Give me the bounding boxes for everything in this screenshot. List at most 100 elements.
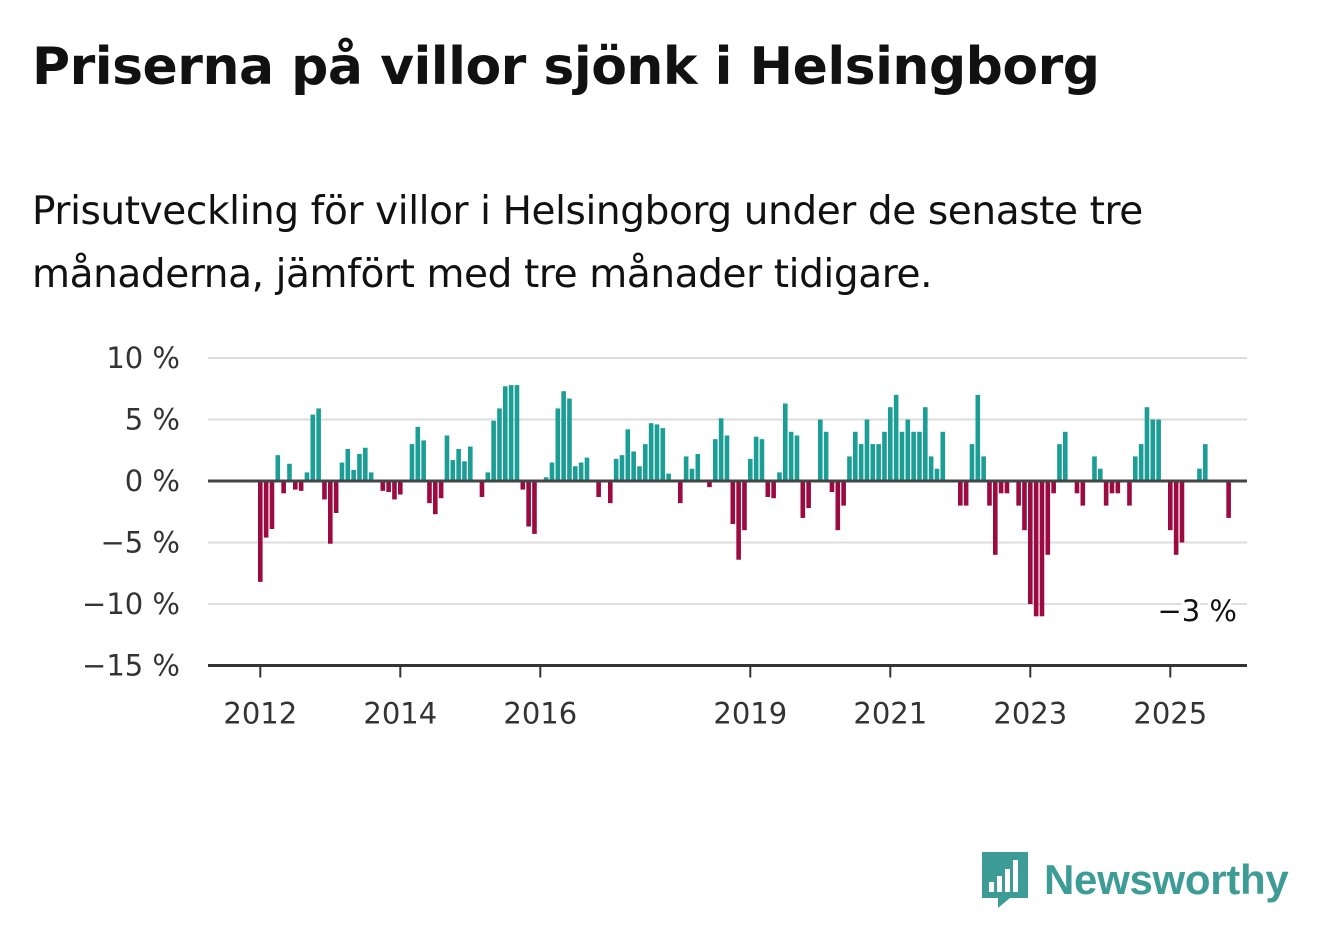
- bar: [713, 439, 718, 481]
- bar: [1063, 431, 1068, 481]
- bar: [748, 458, 753, 481]
- bar: [1138, 444, 1144, 481]
- bar: [357, 453, 362, 481]
- bar: [771, 481, 776, 499]
- last-value-label: −3 %: [1157, 594, 1237, 628]
- bar: [450, 460, 456, 481]
- y-tick-label: −15 %: [82, 649, 180, 683]
- bar: [660, 428, 666, 481]
- bar: [281, 481, 286, 494]
- bar: [380, 481, 386, 491]
- bar: [678, 481, 683, 504]
- chart-title: Priserna på villor sjönk i Helsingborg: [32, 37, 1100, 97]
- bar: [613, 458, 619, 481]
- bar: [788, 431, 794, 481]
- y-tick-label: −10 %: [82, 587, 180, 621]
- bar: [648, 423, 654, 481]
- bar: [847, 456, 852, 481]
- bar: [269, 481, 275, 529]
- bar: [578, 462, 584, 481]
- x-tick-label: 2019: [713, 697, 787, 731]
- bar: [625, 429, 631, 481]
- x-tick-label: 2025: [1133, 697, 1207, 731]
- bar: [963, 481, 969, 506]
- newsworthy-logo[interactable]: Newsworthy: [980, 850, 1289, 910]
- bar: [433, 481, 438, 515]
- bar: [864, 419, 870, 481]
- bar: [1016, 481, 1021, 506]
- bar: [293, 481, 298, 490]
- bar: [409, 444, 415, 481]
- bar: [1226, 481, 1231, 518]
- bar: [1133, 456, 1138, 481]
- bar: [310, 414, 316, 481]
- gridlines: [208, 357, 1247, 605]
- bar: [351, 469, 356, 481]
- bar: [298, 481, 304, 491]
- bar: [724, 435, 730, 481]
- bar: [1156, 419, 1161, 481]
- bar: [1039, 481, 1045, 617]
- bar: [462, 461, 467, 481]
- bar: [981, 456, 986, 481]
- bar: [794, 435, 800, 481]
- bar: [596, 481, 601, 497]
- bar: [421, 440, 426, 481]
- y-tick-label: 5 %: [125, 403, 180, 437]
- bar: [841, 481, 846, 506]
- bar: [573, 466, 578, 481]
- bar: [520, 481, 526, 490]
- bar: [940, 431, 946, 481]
- bar: [316, 408, 321, 481]
- bar: [1150, 419, 1156, 481]
- bar: [549, 462, 555, 481]
- bar: [1092, 456, 1097, 481]
- bar: [800, 481, 806, 518]
- bar: [427, 481, 432, 504]
- x-axis-ticks: 2012 2014 2016 2019 2021 2023 2025: [223, 665, 1207, 731]
- bar: [858, 444, 864, 481]
- bar: [543, 477, 549, 481]
- bar: [695, 453, 701, 481]
- bar: [777, 472, 782, 481]
- bar: [479, 481, 485, 497]
- bar: [386, 481, 391, 493]
- bar: [608, 481, 613, 504]
- bar: [1045, 481, 1051, 555]
- bar: [917, 431, 922, 481]
- axes: [208, 479, 1247, 667]
- bar: [468, 446, 473, 481]
- bar: [503, 386, 508, 481]
- bar: [1004, 481, 1010, 494]
- bar: [1197, 468, 1202, 481]
- bar: [870, 444, 876, 481]
- bar: [368, 472, 374, 481]
- bar: [304, 472, 310, 481]
- bar: [491, 420, 496, 481]
- y-tick-label: 0 %: [125, 464, 180, 498]
- bar: [1168, 481, 1173, 531]
- bar: [928, 456, 934, 481]
- bar: [707, 481, 712, 488]
- bar: [853, 431, 858, 481]
- bar: [637, 466, 642, 481]
- bar: [328, 481, 333, 544]
- bar: [1098, 468, 1103, 481]
- bar: [806, 481, 811, 509]
- bar: [415, 426, 421, 481]
- bar: [584, 457, 590, 481]
- bar: [783, 403, 788, 481]
- bars: [258, 385, 1231, 617]
- bar: [975, 394, 981, 481]
- bar: [1028, 481, 1033, 604]
- bar: [876, 444, 881, 481]
- bar: [1127, 481, 1132, 506]
- y-tick-label: 10 %: [106, 341, 180, 375]
- bar: [882, 431, 887, 481]
- bar: [555, 408, 561, 481]
- bar: [730, 481, 736, 525]
- bar: [1103, 481, 1109, 506]
- y-tick-label: −5 %: [100, 526, 180, 560]
- bar: [818, 419, 823, 481]
